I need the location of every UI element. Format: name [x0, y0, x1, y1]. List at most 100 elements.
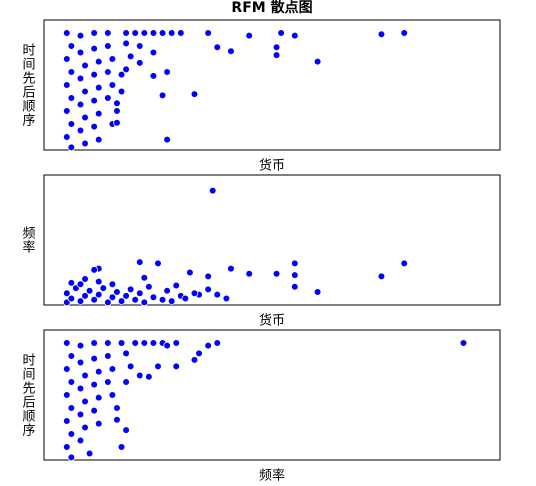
point	[272, 269, 281, 278]
point	[113, 99, 121, 107]
point	[90, 295, 98, 304]
point	[313, 288, 322, 296]
point	[204, 29, 212, 37]
point	[117, 297, 126, 305]
point	[76, 358, 85, 367]
point	[145, 282, 153, 291]
point	[131, 339, 140, 347]
point	[67, 68, 76, 76]
point	[67, 378, 76, 386]
point	[126, 52, 135, 61]
point	[149, 48, 158, 57]
y-axis-label: 频率	[20, 226, 36, 254]
point	[400, 29, 409, 37]
point	[63, 133, 71, 141]
point	[245, 31, 254, 40]
x-axis-label: 频率	[259, 468, 285, 484]
point	[94, 393, 103, 402]
point	[94, 367, 103, 376]
point	[140, 298, 149, 307]
point	[67, 94, 76, 102]
point	[76, 48, 85, 57]
point	[172, 281, 181, 290]
point	[122, 378, 130, 386]
point	[104, 42, 112, 50]
point	[272, 43, 281, 52]
point	[67, 430, 76, 438]
point	[76, 410, 85, 419]
point	[108, 365, 117, 373]
point	[154, 362, 162, 371]
point	[377, 30, 386, 39]
point	[90, 266, 98, 274]
point	[81, 275, 89, 283]
point	[76, 341, 85, 350]
y-axis-label: 时间先后顺序	[20, 353, 36, 437]
point	[63, 339, 71, 347]
point	[213, 43, 222, 52]
plot-frame	[43, 174, 501, 306]
point	[459, 339, 468, 347]
point	[104, 68, 112, 76]
point	[63, 81, 71, 89]
point	[117, 339, 126, 347]
point	[158, 29, 167, 37]
point	[113, 404, 121, 412]
point	[158, 91, 167, 100]
x-axis-label: 货币	[259, 158, 285, 174]
point	[290, 259, 299, 268]
point	[290, 282, 299, 291]
point	[117, 443, 126, 451]
point	[67, 352, 76, 360]
point	[104, 94, 112, 102]
point	[67, 404, 76, 412]
point	[117, 87, 126, 96]
point	[158, 295, 167, 304]
y-axis-label: 时间先后顺序	[20, 43, 36, 127]
point	[163, 135, 171, 144]
point	[90, 122, 98, 131]
point	[172, 362, 181, 371]
point	[290, 271, 299, 279]
point	[67, 453, 76, 462]
point	[104, 29, 112, 37]
point	[181, 294, 190, 303]
point	[131, 29, 140, 37]
point	[63, 29, 71, 37]
point	[140, 273, 149, 282]
point	[63, 365, 71, 373]
point	[149, 72, 158, 80]
point	[277, 29, 285, 37]
point	[135, 371, 144, 380]
point	[204, 272, 212, 281]
point	[63, 55, 71, 63]
point	[222, 294, 231, 303]
point	[81, 87, 89, 96]
point	[163, 68, 171, 76]
point	[400, 259, 409, 268]
point	[67, 143, 76, 152]
point	[135, 289, 144, 298]
point	[117, 70, 126, 79]
x-axis-label: 货币	[259, 313, 285, 329]
plot-frame	[43, 19, 501, 151]
point	[149, 293, 158, 302]
point	[122, 29, 130, 37]
point	[76, 31, 85, 40]
point	[163, 341, 171, 350]
point	[195, 349, 203, 358]
point	[227, 47, 235, 55]
point	[81, 423, 89, 432]
point	[213, 290, 222, 299]
point	[104, 339, 112, 347]
point	[94, 135, 103, 144]
point	[90, 96, 98, 105]
point	[213, 339, 222, 347]
point	[90, 380, 98, 389]
point	[81, 61, 89, 70]
point	[126, 285, 135, 294]
point	[76, 100, 85, 109]
point	[135, 59, 144, 67]
point	[131, 295, 140, 304]
